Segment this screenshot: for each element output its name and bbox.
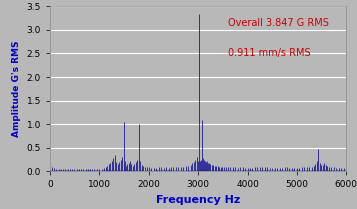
- Text: 0.911 mm/s RMS: 0.911 mm/s RMS: [228, 48, 310, 57]
- Text: Overall 3.847 G RMS: Overall 3.847 G RMS: [228, 18, 329, 28]
- X-axis label: Frequency Hz: Frequency Hz: [156, 195, 240, 205]
- Y-axis label: Amplitude G's RMS: Amplitude G's RMS: [12, 41, 21, 137]
